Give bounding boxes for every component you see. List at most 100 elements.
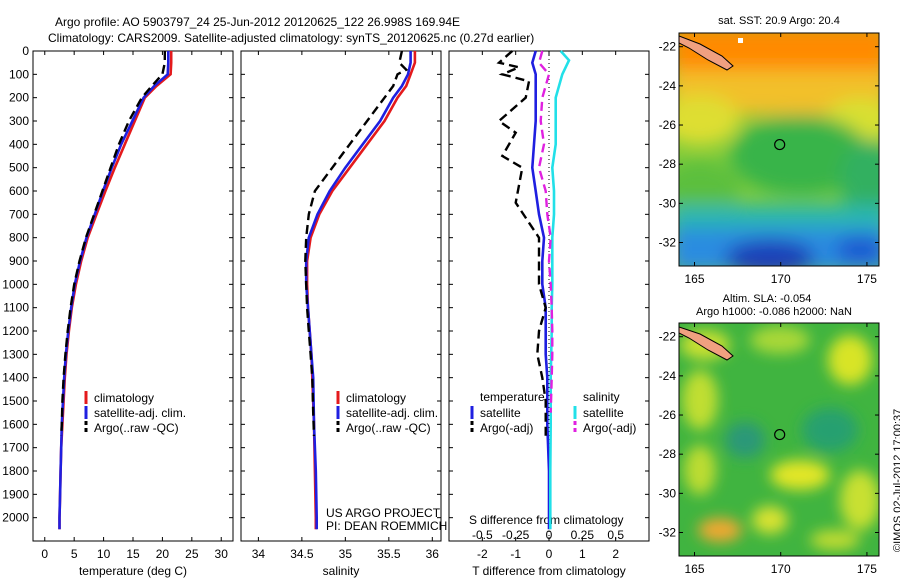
legend-title: temperature (480, 390, 545, 404)
difference-profile-panel: -2 -1 0 1 2 T difference from climatology S di… (448, 50, 650, 578)
salinity-profile-frame (240, 50, 442, 542)
ytick-label: -26 (659, 118, 677, 132)
project-annotation: US ARGO PROJECT (326, 506, 441, 520)
ytick-label: 900 (9, 254, 29, 268)
xaxis-label: salinity (323, 564, 360, 578)
legend-label: climatology (346, 391, 406, 405)
map-title: sat. SST: 20.9 Argo: 20.4 (718, 15, 840, 27)
xtick-label: 36 (426, 547, 440, 561)
legend-label: Argo(..raw -QC) (94, 421, 179, 435)
xtick-label: 2 (612, 547, 619, 561)
ytick-label: 1900 (2, 487, 29, 501)
xtick-label: 20 (156, 547, 170, 561)
ytick-label: 1400 (2, 371, 29, 385)
ytick-label: 1800 (2, 464, 29, 478)
xtick-label: 0 (546, 547, 553, 561)
xaxis-label: temperature (deg C) (79, 564, 187, 578)
ytick-label: -22 (659, 40, 677, 54)
project-annotation: PI: DEAN ROEMMICH (326, 519, 447, 533)
legend-label: climatology (94, 391, 154, 405)
legend-label: satellite-adj. clim. (346, 406, 438, 420)
series-line-argo (304, 50, 409, 437)
stick-label: 0 (546, 528, 553, 542)
legend-label: Argo(-adj) (583, 421, 636, 435)
sst-map-frame (678, 32, 880, 267)
xtick-label: 170 (771, 562, 791, 576)
ytick-label: 400 (9, 137, 29, 151)
xtick-label: 165 (685, 272, 705, 286)
xtick-label: 35.5 (377, 547, 401, 561)
stick-label: -0.25 (502, 528, 530, 542)
ytick-label: 2000 (2, 511, 29, 525)
ytick-label: 0 (22, 44, 29, 58)
sla-map-axes: 165 170 175 -22 -24 -26 -28 -30 -32 Altim. SLA: -… (659, 293, 880, 576)
temperature-profile-panel: 0100200300400500600700800900100011001200… (2, 44, 234, 578)
xtick-label: 30 (215, 547, 229, 561)
ytick-label: 1000 (2, 277, 29, 291)
xtick-label: -2 (477, 547, 488, 561)
ytick-label: 1500 (2, 394, 29, 408)
series-line-s-argo (537, 50, 554, 413)
ytick-label: 1300 (2, 347, 29, 361)
xtick-label: 35 (339, 547, 353, 561)
ytick-label: -26 (659, 408, 677, 422)
sla-map-frame (678, 322, 880, 557)
xtick-label: 5 (71, 547, 78, 561)
ytick-label: -28 (659, 447, 677, 461)
series-line-argo (60, 51, 167, 437)
legend-label: satellite (480, 406, 521, 420)
ytick-label: 300 (9, 114, 29, 128)
argo-float-marker (774, 138, 786, 151)
legend-title: salinity (583, 390, 620, 404)
ytick-label: 200 (9, 91, 29, 105)
title-line-1: Argo profile: AO 5903797_24 25-Jun-2012 … (55, 15, 460, 29)
imos-stamp: ©IMOS 02-Jul-2012 17:00:37 (892, 408, 900, 552)
ytick-label: -24 (659, 369, 677, 383)
xtick-label: 25 (185, 547, 199, 561)
title-line-2: Climatology: CARS2009. Satellite-adjuste… (48, 31, 535, 45)
ytick-label: -30 (659, 486, 677, 500)
xtick-label: 165 (685, 562, 705, 576)
sst-map-field (679, 33, 879, 266)
ytick-label: 1100 (3, 301, 29, 315)
ytick-label: 1700 (2, 441, 29, 455)
xaxis-label: T difference from climatology (472, 564, 626, 578)
ytick-label: -32 (659, 526, 677, 540)
xtick-label: 170 (771, 272, 791, 286)
argo-float-marker (774, 428, 786, 441)
ytick-label: -30 (659, 196, 677, 210)
saxis-label: S difference from climatology (469, 513, 624, 527)
xtick-label: 34 (252, 547, 266, 561)
series-line-t-satellite (530, 50, 551, 530)
ytick-label: -32 (659, 236, 677, 250)
stick-label: 0.5 (607, 528, 624, 542)
legend-label: satellite-adj. clim. (94, 406, 186, 420)
series-line-s-satellite (548, 50, 571, 530)
xtick-label: -1 (510, 547, 521, 561)
map-title: Altim. SLA: -0.054 (723, 293, 812, 305)
ytick-label: 100 (9, 67, 29, 81)
sla-map-field (679, 323, 879, 556)
map-title: Argo h1000: -0.086 h2000: NaN (696, 306, 852, 318)
xtick-label: 175 (857, 272, 877, 286)
xtick-label: 1 (579, 547, 586, 561)
ytick-label: 500 (9, 161, 29, 175)
xtick-label: 0 (41, 547, 48, 561)
stick-label: -0.5 (472, 528, 493, 542)
xtick-label: 10 (97, 547, 111, 561)
ytick-label: -24 (659, 79, 677, 93)
ytick-label: 700 (9, 207, 29, 221)
temperature-profile-frame (32, 50, 234, 542)
ytick-label: 800 (9, 231, 29, 245)
xtick-label: 175 (857, 562, 877, 576)
xtick-label: 15 (126, 547, 140, 561)
sst-map-axes: 165 170 175 -22 -24 -26 -28 -30 -32 sat. SST: 20.… (659, 15, 880, 286)
series-line-t-argo (496, 50, 547, 436)
legend-label: satellite (583, 406, 624, 420)
salinity-profile-panel: 34 34.5 35 35.5 36 salinity climatologysatelli… (240, 50, 447, 578)
ytick-label: 1600 (2, 417, 29, 431)
legend-label: Argo(..raw -QC) (346, 421, 431, 435)
legend-label: Argo(-adj) (480, 421, 533, 435)
ytick-label: -28 (659, 157, 677, 171)
